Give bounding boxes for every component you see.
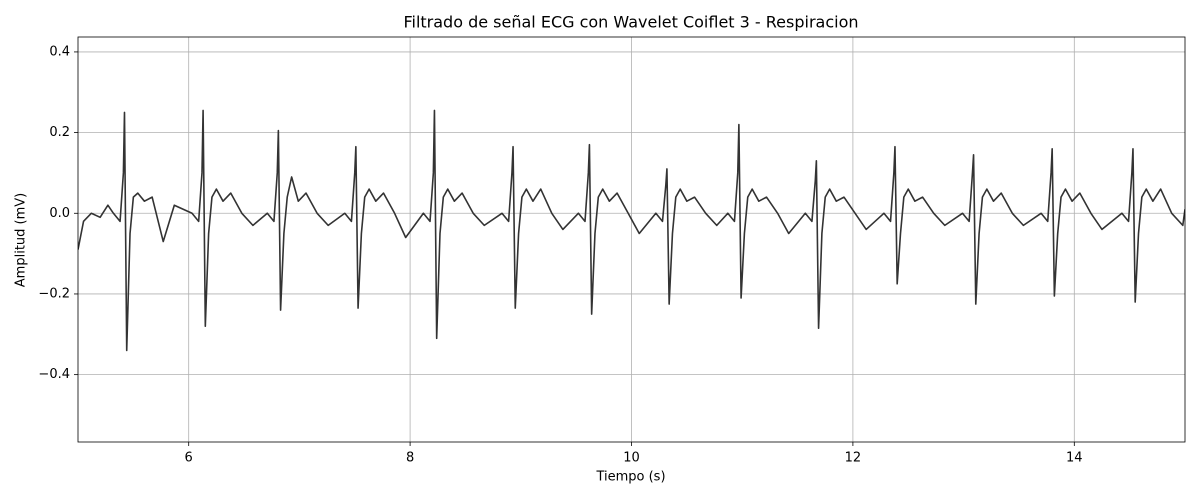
y-tick-label: 0.2 (49, 125, 70, 140)
x-axis-label: Tiempo (s) (595, 470, 665, 485)
y-tick-label: 0.0 (49, 206, 70, 221)
x-tick-label: 12 (845, 451, 862, 466)
x-tick-label: 14 (1066, 451, 1083, 466)
y-tick-label: 0.4 (49, 44, 70, 59)
x-tick-label: 8 (406, 451, 414, 466)
x-tick-label: 10 (623, 451, 640, 466)
y-axis-label: Amplitud (mV) (14, 193, 29, 287)
x-tick-label: 6 (185, 451, 193, 466)
signal-line (78, 109, 1185, 352)
chart-title: Filtrado de señal ECG con Wavelet Coifle… (403, 13, 858, 32)
plot-frame (77, 36, 1186, 443)
y-tick-label: −0.2 (38, 286, 70, 301)
y-tick-label: −0.4 (38, 367, 70, 382)
